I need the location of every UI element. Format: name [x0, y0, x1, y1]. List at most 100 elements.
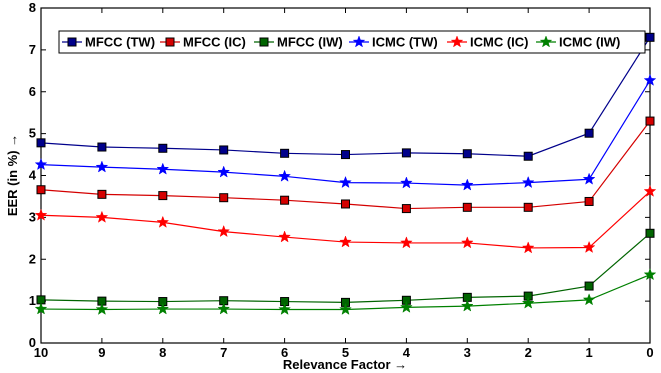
- data-point: [36, 138, 46, 148]
- data-point: [95, 302, 109, 315]
- y-tick-label: 1: [29, 293, 36, 308]
- series-layer: [34, 32, 657, 315]
- x-tick-label: 3: [464, 345, 471, 360]
- data-point: [341, 199, 350, 209]
- x-tick-label: 8: [159, 345, 166, 360]
- data-point: [97, 142, 107, 152]
- data-point: [339, 175, 352, 189]
- data-point: [95, 210, 109, 223]
- data-point: [280, 195, 290, 205]
- legend: MFCC (TW) MFCC (IC) MFCC (IW) ICMC (TW) ICMC…: [58, 30, 646, 54]
- data-point: [156, 215, 170, 228]
- data-point: [523, 202, 533, 212]
- data-point: [401, 148, 411, 158]
- y-tick-label: 2: [29, 251, 36, 266]
- data-point: [95, 160, 109, 173]
- y-tick-label: 6: [29, 84, 36, 99]
- y-axis-label: EER (in %) →: [5, 134, 20, 216]
- legend-item: MFCC (IC): [160, 35, 246, 50]
- data-point: [156, 162, 170, 175]
- legend-marker: [67, 37, 77, 47]
- data-point: [156, 302, 170, 315]
- x-tick-label: 4: [403, 345, 411, 360]
- series-1: [36, 116, 655, 214]
- data-point: [400, 300, 413, 313]
- data-point: [341, 150, 350, 160]
- legend-marker: [165, 37, 175, 47]
- data-point: [521, 175, 535, 189]
- data-point: [584, 128, 594, 138]
- data-point: [460, 178, 474, 191]
- data-point: [582, 240, 596, 253]
- legend-label: MFCC (IW): [277, 35, 343, 50]
- x-tick-label: 5: [342, 345, 349, 360]
- legend-label: ICMC (IC): [470, 35, 529, 50]
- data-point: [34, 302, 48, 315]
- x-axis-label: Relevance Factor →: [283, 357, 407, 372]
- legend-label: ICMC (TW): [372, 35, 438, 50]
- data-point: [462, 149, 472, 159]
- series-5: [34, 268, 657, 315]
- data-point: [219, 145, 229, 155]
- data-point: [645, 116, 655, 126]
- x-tick-label: 2: [525, 345, 532, 360]
- data-point: [401, 204, 411, 214]
- y-tick-label: 4: [29, 168, 37, 183]
- data-point: [521, 296, 535, 309]
- data-point: [400, 236, 413, 249]
- data-point: [462, 202, 472, 212]
- data-point: [34, 157, 48, 171]
- y-tick-label: 5: [29, 126, 36, 141]
- data-point: [582, 293, 596, 306]
- data-point: [97, 189, 107, 199]
- y-tick-label: 7: [29, 42, 36, 57]
- data-point: [339, 235, 352, 248]
- data-point: [278, 302, 291, 315]
- data-point: [523, 151, 533, 161]
- legend-label: MFCC (TW): [85, 35, 155, 50]
- data-point: [278, 230, 291, 243]
- data-point: [584, 196, 594, 206]
- x-tick-label: 7: [220, 345, 227, 360]
- legend-marker: [352, 35, 366, 48]
- x-tick-label: 9: [98, 345, 105, 360]
- data-point: [582, 172, 596, 185]
- data-point: [645, 32, 655, 42]
- data-point: [521, 241, 535, 254]
- data-point: [34, 208, 48, 221]
- x-tick-label: 10: [34, 345, 48, 360]
- data-point: [460, 299, 474, 312]
- data-point: [460, 236, 474, 249]
- legend-marker: [539, 35, 553, 48]
- legend-item: ICMC (IW): [536, 35, 620, 50]
- series-4: [34, 184, 657, 254]
- x-tick-label: 1: [585, 345, 592, 360]
- data-point: [158, 143, 168, 153]
- data-point: [158, 191, 168, 201]
- x-tick-label: 6: [281, 345, 288, 360]
- series-0: [36, 32, 655, 161]
- legend-marker: [259, 37, 269, 47]
- x-axis: 10 9 8 7 6 5 4 3 2 1 0: [34, 8, 654, 360]
- series-2: [36, 228, 655, 307]
- y-tick-label: 8: [29, 0, 36, 15]
- data-point: [219, 193, 229, 203]
- data-point: [217, 302, 231, 315]
- legend-item: MFCC (IW): [254, 35, 343, 50]
- data-point: [217, 165, 231, 178]
- legend-marker: [450, 35, 464, 48]
- y-tick-label: 3: [29, 209, 36, 224]
- data-point: [217, 224, 231, 238]
- data-point: [280, 148, 290, 158]
- data-point: [643, 268, 657, 281]
- data-point: [584, 281, 594, 291]
- x-tick-label: 0: [646, 345, 653, 360]
- data-point: [645, 228, 655, 238]
- data-point: [643, 184, 657, 197]
- y-tick-label: 0: [29, 335, 36, 350]
- y-axis: 0 1 2 3 4 5 6 7 8: [29, 0, 650, 350]
- data-point: [278, 169, 291, 182]
- data-point: [339, 302, 352, 315]
- legend-item: ICMC (IC): [447, 35, 529, 50]
